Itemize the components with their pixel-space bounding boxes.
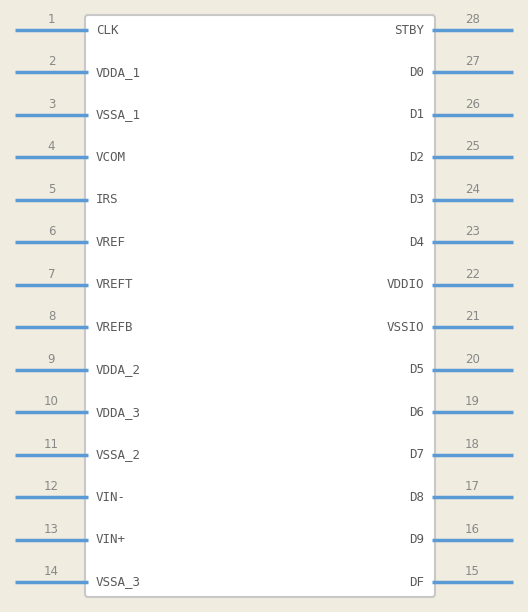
- Text: 11: 11: [44, 438, 59, 450]
- Text: VSSA_2: VSSA_2: [96, 448, 141, 461]
- Text: 14: 14: [44, 565, 59, 578]
- Text: VSSIO: VSSIO: [386, 321, 424, 334]
- Text: D7: D7: [409, 448, 424, 461]
- Text: IRS: IRS: [96, 193, 118, 206]
- Text: VREFT: VREFT: [96, 278, 134, 291]
- Text: VIN-: VIN-: [96, 491, 126, 504]
- Text: D1: D1: [409, 108, 424, 121]
- Text: 12: 12: [44, 480, 59, 493]
- Text: CLK: CLK: [96, 23, 118, 37]
- Text: VSSA_1: VSSA_1: [96, 108, 141, 121]
- Text: 17: 17: [465, 480, 480, 493]
- Text: D2: D2: [409, 151, 424, 164]
- Text: VSSA_3: VSSA_3: [96, 575, 141, 589]
- Text: 16: 16: [465, 523, 480, 536]
- Text: VDDA_3: VDDA_3: [96, 406, 141, 419]
- Text: 10: 10: [44, 395, 59, 408]
- Text: 20: 20: [465, 353, 480, 366]
- Text: D0: D0: [409, 66, 424, 79]
- Text: DF: DF: [409, 575, 424, 589]
- Text: VDDA_1: VDDA_1: [96, 66, 141, 79]
- Text: VDDA_2: VDDA_2: [96, 363, 141, 376]
- Text: 1: 1: [48, 13, 55, 26]
- Text: VCOM: VCOM: [96, 151, 126, 164]
- Text: 6: 6: [48, 225, 55, 238]
- Text: 24: 24: [465, 183, 480, 196]
- Text: 23: 23: [465, 225, 480, 238]
- Text: VREF: VREF: [96, 236, 126, 249]
- Text: 8: 8: [48, 310, 55, 323]
- Text: 5: 5: [48, 183, 55, 196]
- Text: D9: D9: [409, 533, 424, 546]
- Text: 15: 15: [465, 565, 480, 578]
- Text: D5: D5: [409, 363, 424, 376]
- Text: 27: 27: [465, 56, 480, 69]
- Text: 19: 19: [465, 395, 480, 408]
- Text: 9: 9: [48, 353, 55, 366]
- Text: VIN+: VIN+: [96, 533, 126, 546]
- Text: D8: D8: [409, 491, 424, 504]
- Text: STBY: STBY: [394, 23, 424, 37]
- Text: VDDIO: VDDIO: [386, 278, 424, 291]
- Text: 25: 25: [465, 140, 480, 154]
- FancyBboxPatch shape: [85, 15, 435, 597]
- Text: 22: 22: [465, 268, 480, 281]
- Text: 4: 4: [48, 140, 55, 154]
- Text: VREFB: VREFB: [96, 321, 134, 334]
- Text: 21: 21: [465, 310, 480, 323]
- Text: D4: D4: [409, 236, 424, 249]
- Text: 7: 7: [48, 268, 55, 281]
- Text: 13: 13: [44, 523, 59, 536]
- Text: 3: 3: [48, 98, 55, 111]
- Text: D6: D6: [409, 406, 424, 419]
- Text: 18: 18: [465, 438, 480, 450]
- Text: 26: 26: [465, 98, 480, 111]
- Text: 28: 28: [465, 13, 480, 26]
- Text: 2: 2: [48, 56, 55, 69]
- Text: D3: D3: [409, 193, 424, 206]
